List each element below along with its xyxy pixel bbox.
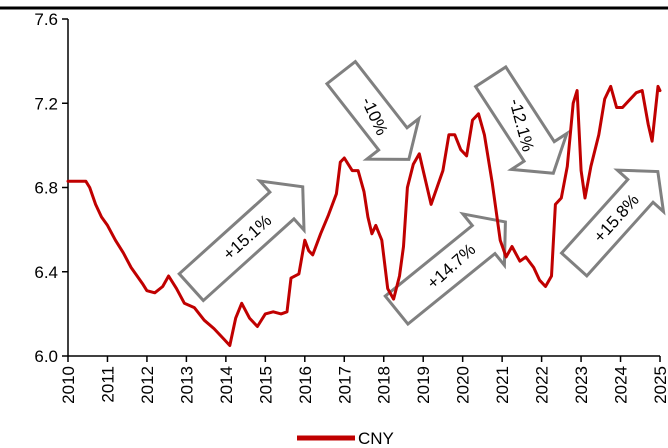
annotation-arrows: +15.1%-10%+14.7%-12.1%+15.8%	[177, 59, 666, 327]
x-tick-label: 2019	[414, 366, 433, 404]
y-tick-label: 6.8	[34, 179, 58, 198]
x-axis: 2010 2011 2012 2013 2014 2015 2016 2017 2018 2019…	[59, 355, 668, 404]
x-tick-label: 2015	[256, 366, 275, 404]
legend: CNY	[297, 429, 394, 448]
x-tick-label: 2024	[612, 366, 631, 404]
annotation-arrow	[559, 168, 666, 278]
annotation-arrow-shape	[177, 178, 306, 303]
annotation-arrow	[383, 211, 507, 327]
annotation-arrow-shape	[383, 211, 507, 327]
x-tick-label: 2023	[572, 366, 591, 404]
y-tick-label: 7.2	[34, 94, 58, 113]
annotation-arrow	[473, 64, 570, 175]
x-tick-label: 2018	[375, 366, 394, 404]
y-tick-label: 6.4	[34, 263, 58, 282]
legend-label-cny: CNY	[358, 429, 394, 448]
x-tick-label: 2010	[59, 366, 78, 404]
x-tick-label: 2011	[98, 366, 117, 403]
series-layer	[66, 84, 662, 347]
annotation-arrow-shape	[324, 59, 422, 161]
x-tick-label: 2013	[177, 366, 196, 404]
x-tick-label: 2022	[533, 366, 552, 404]
y-axis: 6.0 6.4 6.8 7.2 7.6	[34, 10, 69, 366]
y-tick-label: 6.0	[34, 347, 58, 366]
x-tick-label: 2012	[138, 366, 157, 404]
annotation-arrow-shape	[559, 168, 666, 278]
x-tick-label: 2014	[217, 366, 236, 404]
annotation-arrow	[324, 59, 422, 161]
x-tick-label: 2025	[651, 366, 668, 404]
x-tick-label: 2016	[296, 366, 315, 404]
annotation-arrow-shape	[473, 64, 570, 175]
x-tick-label: 2021	[493, 366, 512, 404]
x-tick-label: 2020	[454, 366, 473, 404]
annotation-arrow	[177, 178, 306, 303]
y-tick-label: 7.6	[34, 10, 58, 29]
series-line-cny	[66, 84, 662, 347]
x-tick-label: 2017	[335, 366, 354, 404]
